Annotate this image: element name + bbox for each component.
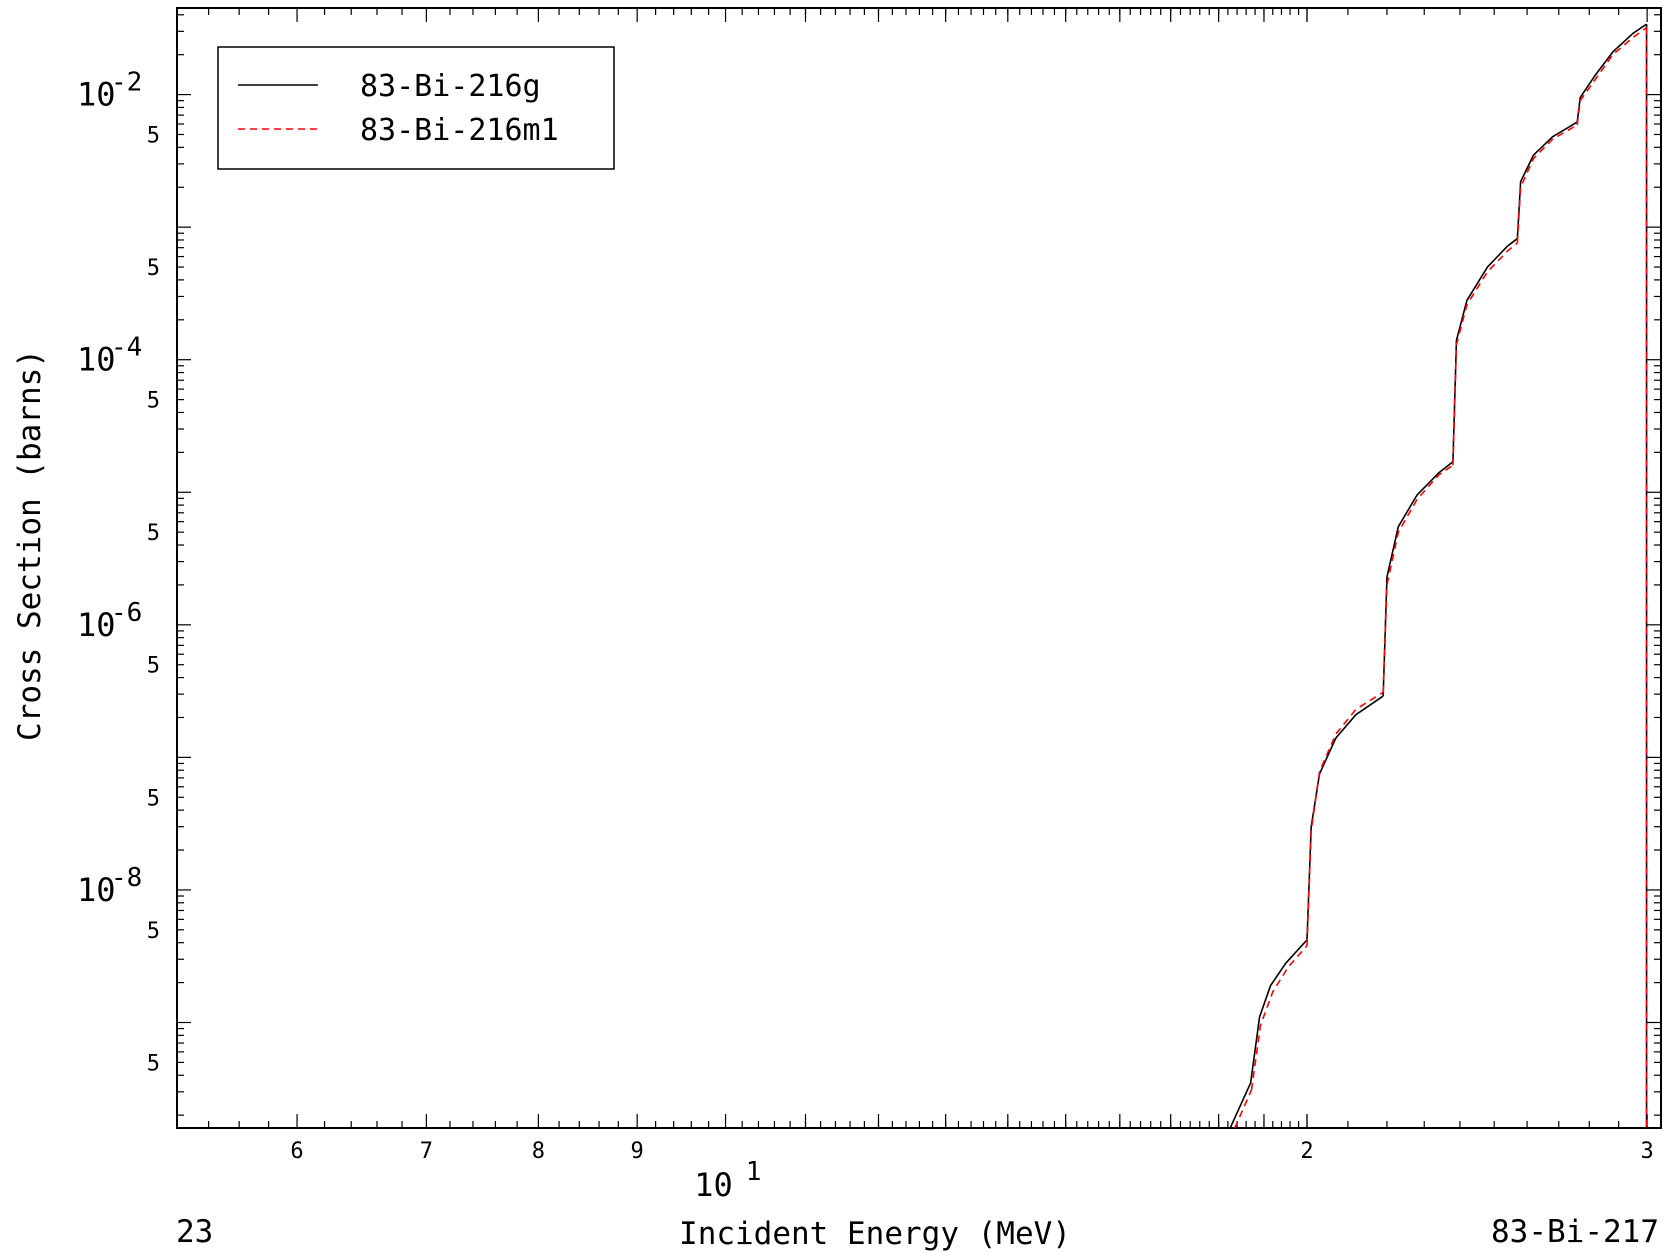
x-tick-label: 9	[631, 1139, 644, 1164]
series-line-83-Bi-216g	[1382, 461, 1454, 697]
x-axis-ticks	[176, 8, 1648, 1128]
y-tick-label: 10	[77, 871, 116, 909]
x-axis-title: Incident Energy (MeV)	[679, 1216, 1071, 1252]
series-line-83-Bi-216m1	[1234, 1089, 1253, 1129]
series-line-83-Bi-216g	[1306, 695, 1384, 940]
x-tick-label: 6	[290, 1139, 303, 1164]
legend-label-216m1: 83-Bi-216m1	[360, 113, 559, 148]
series-line-83-Bi-216g	[1516, 121, 1578, 239]
x-tick-label: 10	[694, 1166, 733, 1204]
legend-box	[217, 46, 615, 170]
y-minor-label: 5	[147, 1051, 160, 1076]
y-minor-label: 5	[147, 389, 160, 414]
y-minor-label: 5	[147, 521, 160, 546]
y-axis-title: Cross Section (barns)	[12, 349, 48, 741]
plot-area	[176, 7, 1662, 1129]
y-tick-label: 10	[77, 606, 116, 644]
plot-frame	[176, 7, 1662, 1129]
series-line-83-Bi-216g	[1576, 23, 1648, 123]
legend-label-216g: 83-Bi-216g	[360, 69, 541, 104]
series-line-83-Bi-216g	[1249, 939, 1308, 1084]
y-tick-label-exponent: -6	[111, 598, 142, 628]
series-line-83-Bi-216g	[1229, 1082, 1252, 1129]
y-minor-label: 5	[147, 123, 160, 148]
series-line-83-Bi-216m1	[1250, 945, 1308, 1091]
x-tick-label: 8	[532, 1139, 545, 1164]
series-line-83-Bi-216m1	[1452, 242, 1518, 466]
x-tick-label: 2	[1300, 1139, 1313, 1164]
y-minor-label: 5	[147, 919, 160, 944]
series-line-83-Bi-216g	[1452, 237, 1518, 462]
y-minor-label: 5	[147, 256, 160, 281]
series-line-83-Bi-216m1	[1306, 691, 1384, 946]
y-tick-label: 10	[77, 341, 116, 379]
y-tick-label-exponent: -4	[111, 333, 142, 363]
x-tick-label: 7	[420, 1139, 433, 1164]
series-line-83-Bi-216m1	[1382, 464, 1454, 693]
x-tick-label-exponent: 1	[746, 1157, 762, 1187]
y-axis-ticks	[177, 14, 1661, 1116]
y-minor-label: 5	[147, 786, 160, 811]
legend: 83-Bi-216g 83-Bi-216m1	[217, 46, 615, 170]
x-axis-tick-labels: 6 7 8 9 2 3 10 1	[290, 1139, 1653, 1204]
series-83-Bi-216m1	[1234, 26, 1648, 1129]
x-tick-label: 3	[1641, 1139, 1654, 1164]
y-tick-label: 10	[77, 76, 116, 114]
series-line-83-Bi-216m1	[1576, 26, 1648, 126]
footer-right-label: 83-Bi-217	[1491, 1214, 1659, 1250]
footer-left-label: 23	[176, 1214, 214, 1250]
y-tick-label-exponent: -8	[111, 863, 142, 893]
y-tick-label-exponent: -2	[111, 68, 142, 98]
y-minor-label: 5	[147, 654, 160, 679]
series-group	[1229, 23, 1648, 1129]
series-line-83-Bi-216m1	[1516, 124, 1578, 243]
